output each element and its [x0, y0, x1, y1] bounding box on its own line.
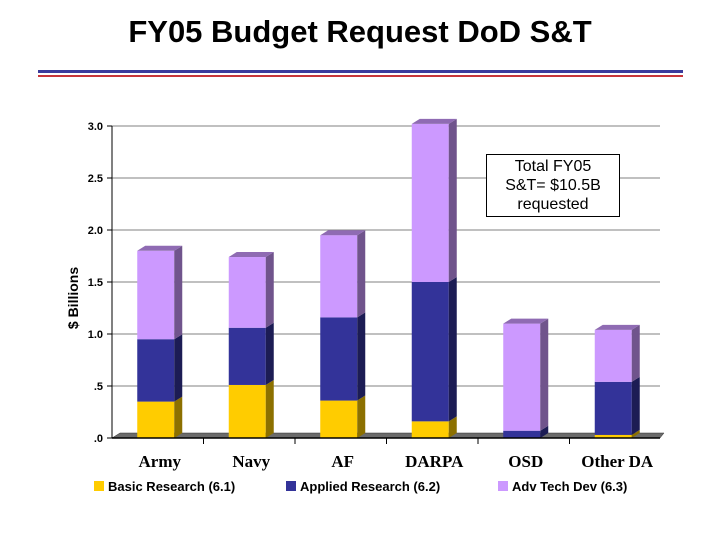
bar-side [448, 277, 457, 422]
bar-segment [137, 334, 183, 402]
x-tick-label: DARPA [405, 452, 464, 471]
bar-side [357, 230, 366, 318]
title-rule-red [38, 75, 683, 77]
bar-front [228, 384, 266, 438]
bar-segment [228, 379, 274, 438]
bar-front [503, 323, 541, 431]
bar-side [631, 429, 640, 438]
x-tick-label: OSD [508, 452, 543, 471]
legend-label: Basic Research (6.1) [108, 479, 235, 494]
bar-side [357, 395, 366, 438]
bar-side [174, 334, 183, 402]
bar-segment [320, 395, 366, 438]
x-tick-label: Navy [232, 452, 270, 471]
bar-front [320, 400, 358, 438]
bar-top [503, 318, 549, 324]
bar-segment [320, 312, 366, 401]
y-tick-label: .5 [94, 381, 103, 393]
bar-side [448, 118, 457, 282]
bar-segment [137, 396, 183, 438]
bar-side [265, 322, 274, 385]
y-tick-label: 1.0 [88, 329, 103, 341]
page-title: FY05 Budget Request DoD S&T [128, 14, 592, 49]
bar-segment [228, 322, 274, 385]
bar-segment [503, 318, 549, 431]
title-rule-blue [38, 70, 683, 73]
bar-front [320, 235, 358, 318]
bar-segment [594, 324, 640, 382]
x-tick-label: Other DA [581, 452, 654, 471]
legend-swatch [94, 481, 104, 491]
callout-line-2: S&T= $10.5B [505, 177, 601, 194]
bar-front [137, 339, 175, 402]
bar-side [357, 312, 366, 401]
callout-line-3: requested [517, 196, 589, 213]
bar-segment [594, 429, 640, 438]
bar-side [540, 318, 549, 431]
bar-top [320, 230, 366, 236]
y-tick-label: .0 [94, 433, 103, 445]
y-axis-label: $ Billions [65, 267, 81, 329]
bar-front [411, 421, 449, 438]
bar-segment [320, 230, 366, 318]
y-tick-label: 3.0 [88, 121, 103, 133]
bar-front [411, 282, 449, 422]
bar-side [631, 376, 640, 435]
legend-label: Applied Research (6.2) [300, 479, 440, 494]
legend: Basic Research (6.1) Applied Research (6.… [94, 479, 627, 494]
legend-swatch [286, 481, 296, 491]
legend-swatch [498, 481, 508, 491]
y-tick-label: 2.0 [88, 225, 103, 237]
bar-front [594, 381, 632, 435]
total-callout: Total FY05 S&T= $10.5B requested [486, 154, 620, 217]
bar-front [594, 434, 632, 438]
bar-segment [228, 252, 274, 328]
bar-side [265, 252, 274, 328]
bars [137, 118, 640, 438]
bar-segment [503, 425, 549, 438]
x-axis: Army Navy AF DARPA OSD Other DA [112, 437, 660, 471]
x-tick-label: Army [139, 452, 182, 471]
bar-front [137, 401, 175, 438]
bar-side [265, 379, 274, 438]
bar-front [228, 327, 266, 385]
bar-front [137, 250, 175, 340]
bar-segment [411, 277, 457, 422]
bar-front [411, 123, 449, 282]
bar-front [594, 329, 632, 382]
bar-top [411, 118, 457, 124]
callout-line-1: Total FY05 [514, 158, 592, 175]
bar-front [320, 317, 358, 401]
y-axis: .0 .5 1.0 1.5 2.0 2.5 3.0 [88, 121, 113, 445]
bar-side [631, 324, 640, 382]
bar-side [174, 396, 183, 438]
bar-segment [594, 376, 640, 435]
bar-front [228, 257, 266, 328]
bar-side [540, 425, 549, 438]
bar-segment [137, 245, 183, 340]
y-tick-label: 2.5 [88, 173, 103, 185]
bar-top [137, 245, 183, 251]
bar-side [448, 416, 457, 438]
y-tick-label: 1.5 [88, 277, 103, 289]
bar-side [174, 245, 183, 340]
bar-segment [411, 416, 457, 438]
bar-front [503, 430, 541, 438]
bar-segment [411, 118, 457, 282]
bar-top [228, 252, 274, 258]
legend-label: Adv Tech Dev (6.3) [512, 479, 627, 494]
x-tick-label: AF [331, 452, 354, 471]
bar-top [594, 324, 640, 330]
